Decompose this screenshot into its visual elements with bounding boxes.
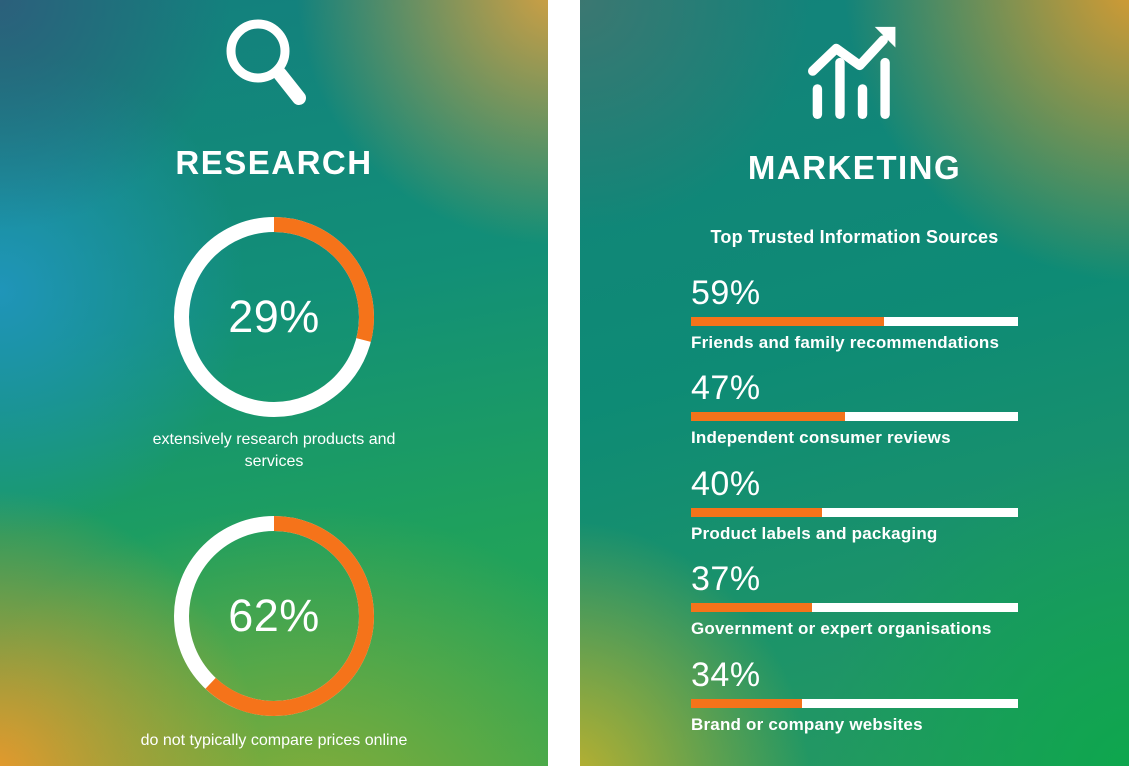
bar-track <box>691 603 1018 613</box>
bar-item: 40% Product labels and packaging <box>691 467 1018 544</box>
donut-chart-group: 29% extensively research products and se… <box>133 217 415 472</box>
bar-item: 34% Brand or company websites <box>691 658 1018 735</box>
bar-fill <box>691 698 803 708</box>
bar-track <box>691 412 1018 422</box>
bar-track <box>691 507 1018 517</box>
bar-percentage: 34% <box>691 655 761 694</box>
bar-item: 59% Friends and family recommendations <box>691 276 1018 353</box>
donut-chart: 29% <box>174 217 374 417</box>
donut-caption: extensively research products and servic… <box>152 431 396 470</box>
bar-percentage: 40% <box>691 464 761 503</box>
donut-caption: do not typically compare prices online <box>140 732 408 750</box>
marketing-subtitle: Top Trusted Information Sources <box>710 227 999 247</box>
magnifier-icon <box>222 16 326 122</box>
bar-item: 37% Government or expert organisations <box>691 562 1018 639</box>
donut-percentage: 29% <box>228 291 320 342</box>
bar-caption: Product labels and packaging <box>691 523 938 543</box>
bar-item: 47% Independent consumer reviews <box>691 371 1018 448</box>
panel-divider <box>548 0 580 766</box>
bar-percentage: 47% <box>691 369 761 408</box>
bar-track <box>691 317 1018 326</box>
donut-chart: 62% <box>174 516 374 717</box>
donut-chart-group: 62% do not typically compare prices onli… <box>140 516 408 752</box>
donut-ring <box>174 516 374 717</box>
research-panel: RESEARCH 29% extensively research produc… <box>0 0 548 766</box>
bar-fill <box>691 317 884 326</box>
bar-fill <box>691 412 845 422</box>
bar-percentage: 59% <box>691 274 761 312</box>
trending-bar-chart-icon <box>807 26 902 119</box>
research-title: RESEARCH <box>175 144 373 181</box>
bar-fill <box>691 603 812 613</box>
donut-percentage: 62% <box>228 590 320 642</box>
bar-fill <box>691 507 822 517</box>
donut-list: 29% extensively research products and se… <box>133 179 415 752</box>
bar-percentage: 37% <box>691 560 761 599</box>
marketing-panel: MARKETING Top Trusted Information Source… <box>580 0 1129 766</box>
bar-caption: Friends and family recommendations <box>691 333 1000 352</box>
bar-list: 59% Friends and family recommendations 4… <box>691 276 1018 753</box>
marketing-title: MARKETING <box>747 149 962 186</box>
bar-caption: Independent consumer reviews <box>691 428 951 448</box>
bar-caption: Brand or company websites <box>691 714 923 734</box>
bar-caption: Government or expert organisations <box>691 619 992 639</box>
donut-ring <box>174 217 374 417</box>
bar-track <box>691 698 1018 708</box>
